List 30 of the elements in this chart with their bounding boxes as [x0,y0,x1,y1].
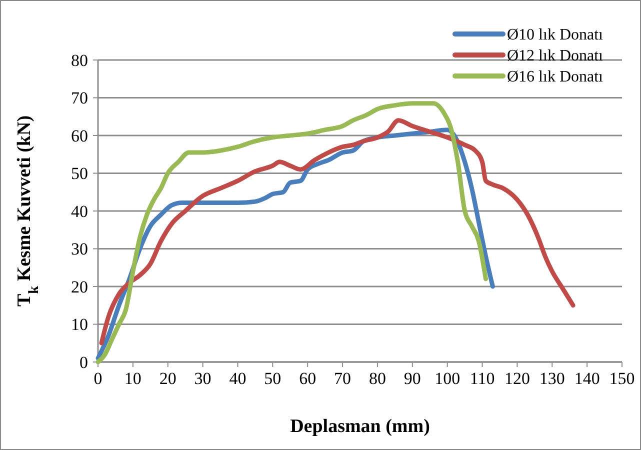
x-tick-label: 110 [470,369,495,388]
x-tick-label: 40 [229,369,246,388]
x-tick-label: 70 [334,369,352,388]
x-tick-label: 30 [194,369,212,388]
x-tick-label: 90 [404,369,421,388]
y-tick-label: 40 [71,202,88,221]
y-tick-label: 10 [71,315,88,334]
x-tick-label: 20 [159,369,176,388]
y-tick-label: 0 [80,352,88,372]
x-tick-label: 130 [539,369,565,388]
line-series [99,118,576,346]
y-tick-label: 70 [71,88,88,108]
x-tick-label: 60 [299,369,316,388]
x-axis-title: Deplasman (mm) [290,416,430,437]
legend-label: Ø10 lık Donatı [507,26,604,44]
x-tick-label: 50 [264,369,282,388]
legend-label: Ø12 lık Donatı [507,48,604,65]
legend-label: Ø16 lık Donatı [507,68,604,86]
y-tick-label: 60 [71,126,88,146]
x-tick-label: 140 [574,369,600,388]
x-tick-label: 150 [609,369,635,388]
x-tick-label: 10 [124,369,142,388]
x-tick-label: 100 [434,369,460,388]
x-tick-label: 120 [504,369,530,388]
y-tick-label: 80 [71,50,88,70]
y-tick-label: 50 [71,164,88,184]
y-tick-label: 20 [71,277,88,296]
x-tick-label: 0 [94,369,102,388]
x-tick-label: 80 [368,369,386,388]
y-tick-label: 30 [71,240,88,259]
